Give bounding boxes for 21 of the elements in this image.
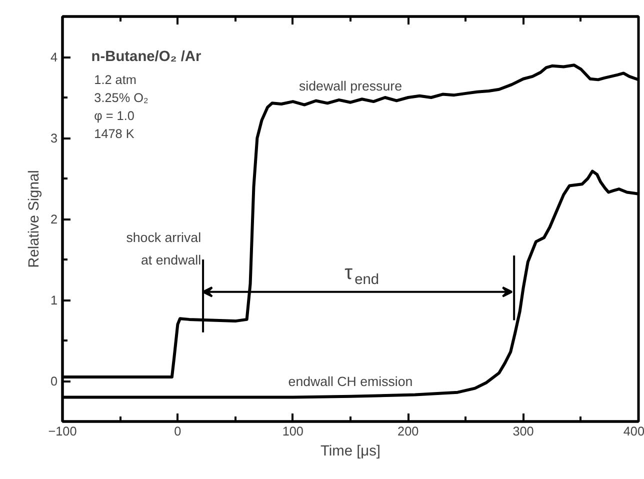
x-tick-label: −100 (48, 424, 77, 438)
x-tick-label: 400 (623, 424, 644, 438)
annotation: endwall CH emission (288, 374, 413, 390)
y-tick-label: 2 (50, 212, 58, 226)
annotation: φ = 1.0 (94, 109, 134, 124)
x-tick-label: 0 (174, 424, 182, 438)
y-tick-label: 1 (50, 294, 58, 308)
y-axis-title: Relative Signal (26, 170, 42, 268)
annotation: 3.25% O₂ (94, 91, 148, 106)
annotation: sidewall pressure (299, 78, 402, 94)
annotation: 1478 K (94, 127, 135, 142)
x-tick-label: 200 (398, 424, 419, 438)
x-axis-title: Time [μs] (320, 444, 381, 460)
annotation: 1.2 atm (94, 73, 136, 88)
y-tick-label: 0 (50, 374, 58, 388)
text: n-Butane/O₂ /Ar (91, 49, 202, 66)
y-tick-label: 4 (50, 50, 58, 64)
ref-line-label: shock arrival at endwall (126, 230, 202, 268)
y-tick-label: 3 (50, 132, 58, 146)
x-tick-label: 300 (512, 424, 534, 438)
x-tick-label: 100 (282, 424, 304, 438)
